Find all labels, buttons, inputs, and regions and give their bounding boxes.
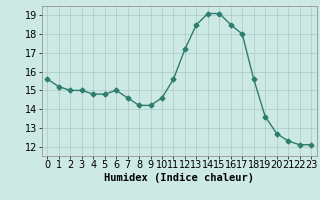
X-axis label: Humidex (Indice chaleur): Humidex (Indice chaleur) xyxy=(104,173,254,183)
